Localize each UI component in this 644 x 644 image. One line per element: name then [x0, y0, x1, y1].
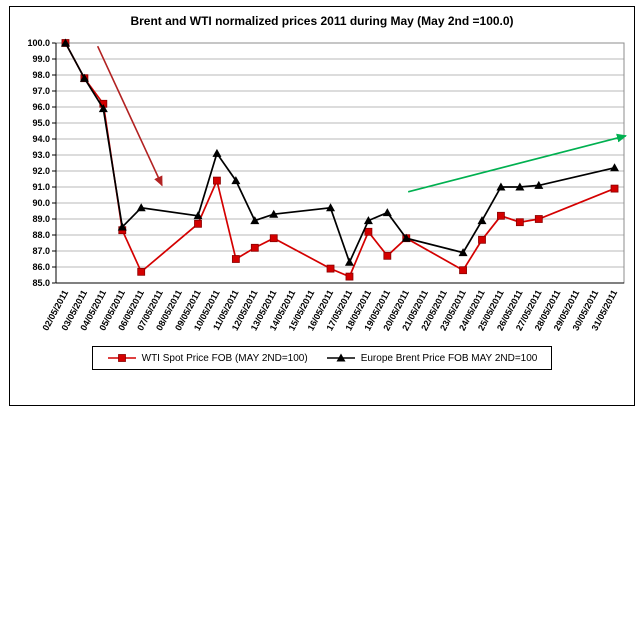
legend-row: WTI Spot Price FOB (MAY 2ND=100) Europe …: [10, 346, 634, 370]
brent-marker: [363, 216, 373, 225]
wti-marker: [383, 251, 392, 260]
y-axis-label: 97.0: [32, 86, 50, 96]
wti-legend-label: WTI Spot Price FOB (MAY 2ND=100): [141, 352, 308, 364]
y-axis-label: 95.0: [32, 118, 50, 128]
brent-marker: [458, 248, 468, 257]
wti-marker: [194, 219, 202, 228]
price-chart: 85.0 86.0 87.0 88.0 89.0 90.0 91.0 92.0 93.0 94.0…: [27, 38, 627, 332]
brent-marker: [136, 203, 146, 212]
legend: WTI Spot Price FOB (MAY 2ND=100) Europe …: [91, 346, 553, 370]
y-axis-label: 99.0: [32, 54, 50, 64]
downtrend-arrow: [96, 45, 163, 187]
wti-marker: [269, 234, 278, 243]
wti-marker: [459, 266, 467, 275]
y-axis-label: 93.0: [32, 150, 50, 160]
wti-marker: [610, 184, 619, 193]
brent-marker: [193, 211, 203, 220]
wti-marker: [497, 211, 505, 220]
y-axis-label: 87.0: [32, 246, 50, 256]
brent-marker: [382, 208, 392, 217]
wti-marker: [250, 243, 259, 252]
wti-marker: [534, 215, 543, 223]
wti-marker: [345, 272, 354, 281]
y-axis-label: 86.0: [32, 262, 50, 272]
wti-marker: [515, 218, 524, 227]
y-axis-label: 85.0: [32, 278, 50, 288]
wti-marker: [231, 255, 240, 263]
wti-marker: [213, 176, 221, 185]
wti-legend-marker-icon: [107, 351, 137, 365]
y-axis-label: 89.0: [32, 214, 50, 224]
y-axis-label: 92.0: [32, 166, 50, 176]
brent-marker: [401, 233, 411, 242]
brent-legend-label: Europe Brent Price FOB MAY 2ND=100: [360, 352, 538, 364]
brent-legend-marker-icon: [326, 351, 356, 365]
chart-container: Brent and WTI normalized prices 2011 dur…: [9, 6, 635, 406]
y-axis-label: 88.0: [32, 230, 50, 240]
brent-marker: [534, 180, 544, 189]
brent-marker: [231, 176, 241, 185]
y-axis-label: 96.0: [32, 102, 50, 112]
y-axis-label: 100.0: [27, 38, 50, 48]
brent-marker: [250, 216, 260, 225]
wti-marker: [326, 264, 335, 273]
brent-marker: [117, 222, 127, 231]
y-axis-label: 91.0: [32, 182, 50, 192]
wti-marker: [364, 227, 373, 236]
brent-marker: [610, 163, 620, 172]
chart-title: Brent and WTI normalized prices 2011 dur…: [130, 14, 514, 28]
brent-marker: [60, 38, 70, 47]
y-axis-label: 94.0: [32, 134, 50, 144]
brent-marker: [98, 104, 108, 113]
legend-item-brent: Europe Brent Price FOB MAY 2ND=100: [326, 351, 538, 365]
brent-line: [64, 42, 615, 265]
brent-marker: [212, 148, 222, 157]
brent-marker: [79, 73, 89, 82]
wti-marker: [478, 235, 486, 244]
y-axis-label: 90.0: [32, 198, 50, 208]
brent-marker: [326, 203, 336, 212]
brent-marker: [344, 257, 354, 266]
wti-marker: [137, 267, 146, 276]
y-axis-label: 98.0: [32, 70, 50, 80]
brent-marker: [496, 182, 506, 191]
plot-border: [55, 42, 625, 284]
brent-marker: [515, 182, 525, 191]
uptrend-arrow: [407, 133, 627, 193]
brent-marker: [269, 209, 279, 218]
brent-marker: [477, 216, 487, 225]
legend-item-wti: WTI Spot Price FOB (MAY 2ND=100): [107, 351, 308, 365]
